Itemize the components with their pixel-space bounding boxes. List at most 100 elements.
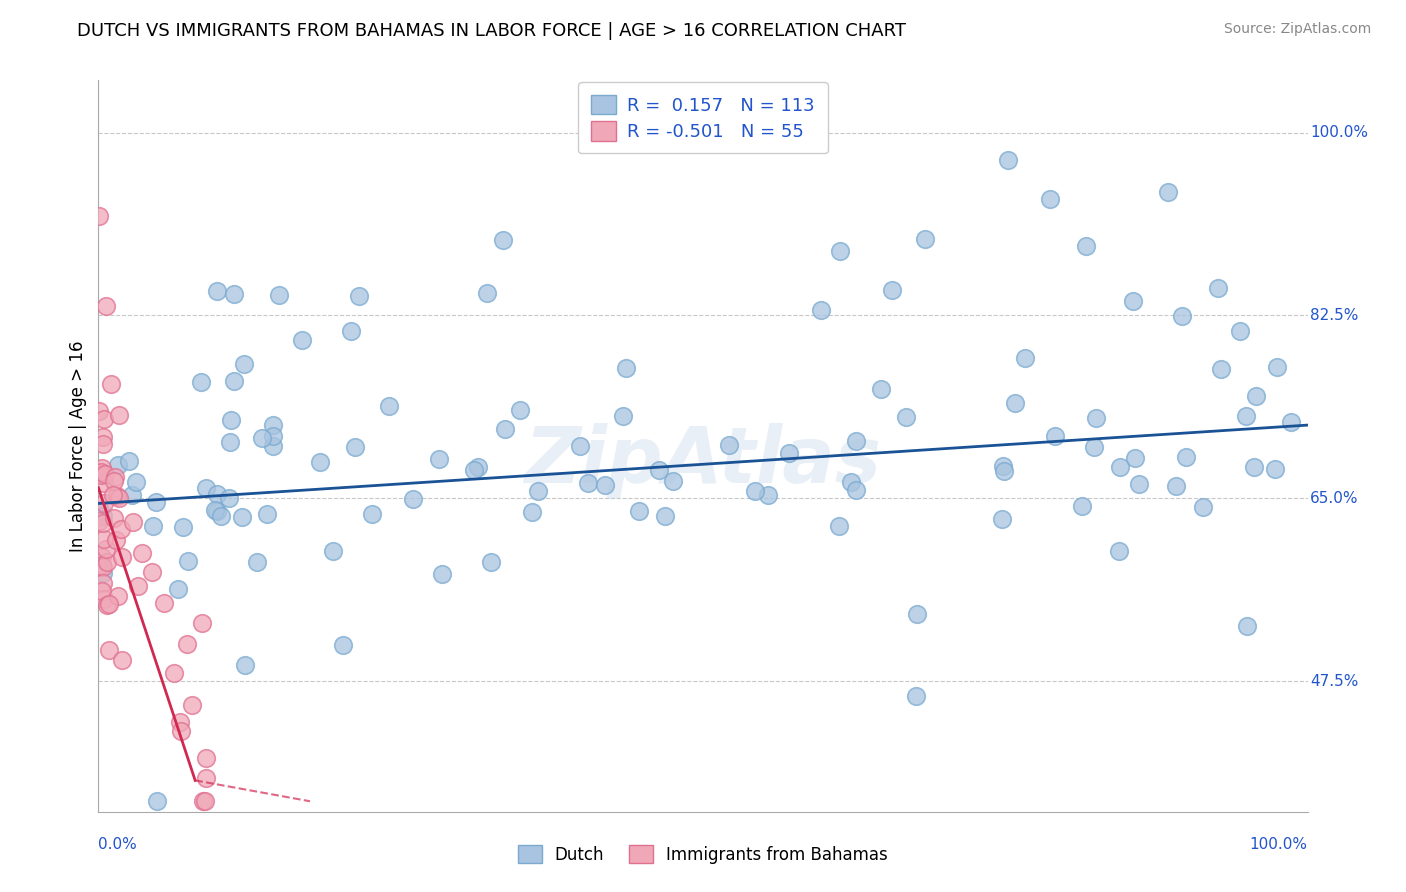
Point <box>654 508 676 523</box>
Point <box>107 458 129 473</box>
Point <box>224 286 246 301</box>
Point <box>89 503 111 517</box>
Point <box>93 532 115 546</box>
Point <box>1043 428 1066 442</box>
Point <box>614 360 637 375</box>
Point <box>845 434 868 448</box>
Point <box>97 597 120 611</box>
Point <box>262 418 284 433</box>
Point <box>1108 459 1130 474</box>
Point <box>309 455 332 469</box>
Point <box>475 286 498 301</box>
Point <box>205 487 228 501</box>
Point <box>233 658 256 673</box>
Point <box>339 324 361 338</box>
Legend: Dutch, Immigrants from Bahamas: Dutch, Immigrants from Bahamas <box>512 838 894 871</box>
Point <box>1171 309 1194 323</box>
Point <box>204 503 226 517</box>
Point <box>87 514 110 528</box>
Point <box>491 233 513 247</box>
Point <box>627 503 650 517</box>
Point <box>991 512 1014 526</box>
Point <box>108 491 131 505</box>
Point <box>332 639 354 653</box>
Point <box>190 616 212 631</box>
Point <box>1164 479 1187 493</box>
Point <box>1243 459 1265 474</box>
Point <box>1191 500 1213 514</box>
Point <box>467 459 489 474</box>
Point <box>647 463 669 477</box>
Point <box>402 492 425 507</box>
Point <box>100 377 122 392</box>
Point <box>828 244 851 258</box>
Point <box>267 288 290 302</box>
Point <box>845 483 868 498</box>
Point <box>1157 185 1180 199</box>
Point <box>839 475 862 490</box>
Point <box>756 488 779 502</box>
Point <box>91 559 114 574</box>
Point <box>145 495 167 509</box>
Point <box>1123 451 1146 466</box>
Point <box>105 490 128 504</box>
Point <box>181 698 204 712</box>
Point <box>91 461 114 475</box>
Point <box>905 607 928 622</box>
Point <box>169 724 191 739</box>
Point <box>1209 362 1232 376</box>
Point <box>569 439 592 453</box>
Point <box>111 653 134 667</box>
Point <box>828 519 851 533</box>
Point <box>209 508 232 523</box>
Point <box>481 555 503 569</box>
Text: 0.0%: 0.0% <box>98 838 138 853</box>
Point <box>141 565 163 579</box>
Point <box>107 408 129 422</box>
Text: Source: ZipAtlas.com: Source: ZipAtlas.com <box>1223 22 1371 37</box>
Point <box>91 508 114 523</box>
Point <box>107 589 129 603</box>
Point <box>96 555 118 569</box>
Point <box>93 592 115 607</box>
Point <box>93 412 115 426</box>
Point <box>378 400 401 414</box>
Point <box>993 464 1015 478</box>
Point <box>118 454 141 468</box>
Point <box>97 642 120 657</box>
Point <box>91 566 114 581</box>
Point <box>218 434 240 449</box>
Point <box>1264 462 1286 476</box>
Point <box>103 475 125 489</box>
Point <box>344 441 367 455</box>
Point <box>1175 450 1198 464</box>
Point <box>195 771 218 785</box>
Text: 100.0%: 100.0% <box>1250 838 1308 853</box>
Point <box>1122 294 1144 309</box>
Point <box>717 438 740 452</box>
Point <box>93 467 115 482</box>
Point <box>87 466 110 480</box>
Point <box>262 439 284 453</box>
Point <box>87 404 110 418</box>
Point <box>870 382 893 396</box>
Point <box>1004 396 1026 410</box>
Point <box>361 507 384 521</box>
Point <box>176 637 198 651</box>
Point <box>205 284 228 298</box>
Point <box>167 582 190 597</box>
Point <box>744 483 766 498</box>
Point <box>1234 409 1257 424</box>
Point <box>96 299 118 313</box>
Point <box>190 375 212 389</box>
Point <box>91 576 114 591</box>
Point <box>778 446 800 460</box>
Point <box>176 554 198 568</box>
Point <box>1039 192 1062 206</box>
Point <box>194 751 217 765</box>
Point <box>1265 359 1288 374</box>
Point <box>256 507 278 521</box>
Point <box>90 467 112 482</box>
Point <box>291 333 314 347</box>
Point <box>111 549 134 564</box>
